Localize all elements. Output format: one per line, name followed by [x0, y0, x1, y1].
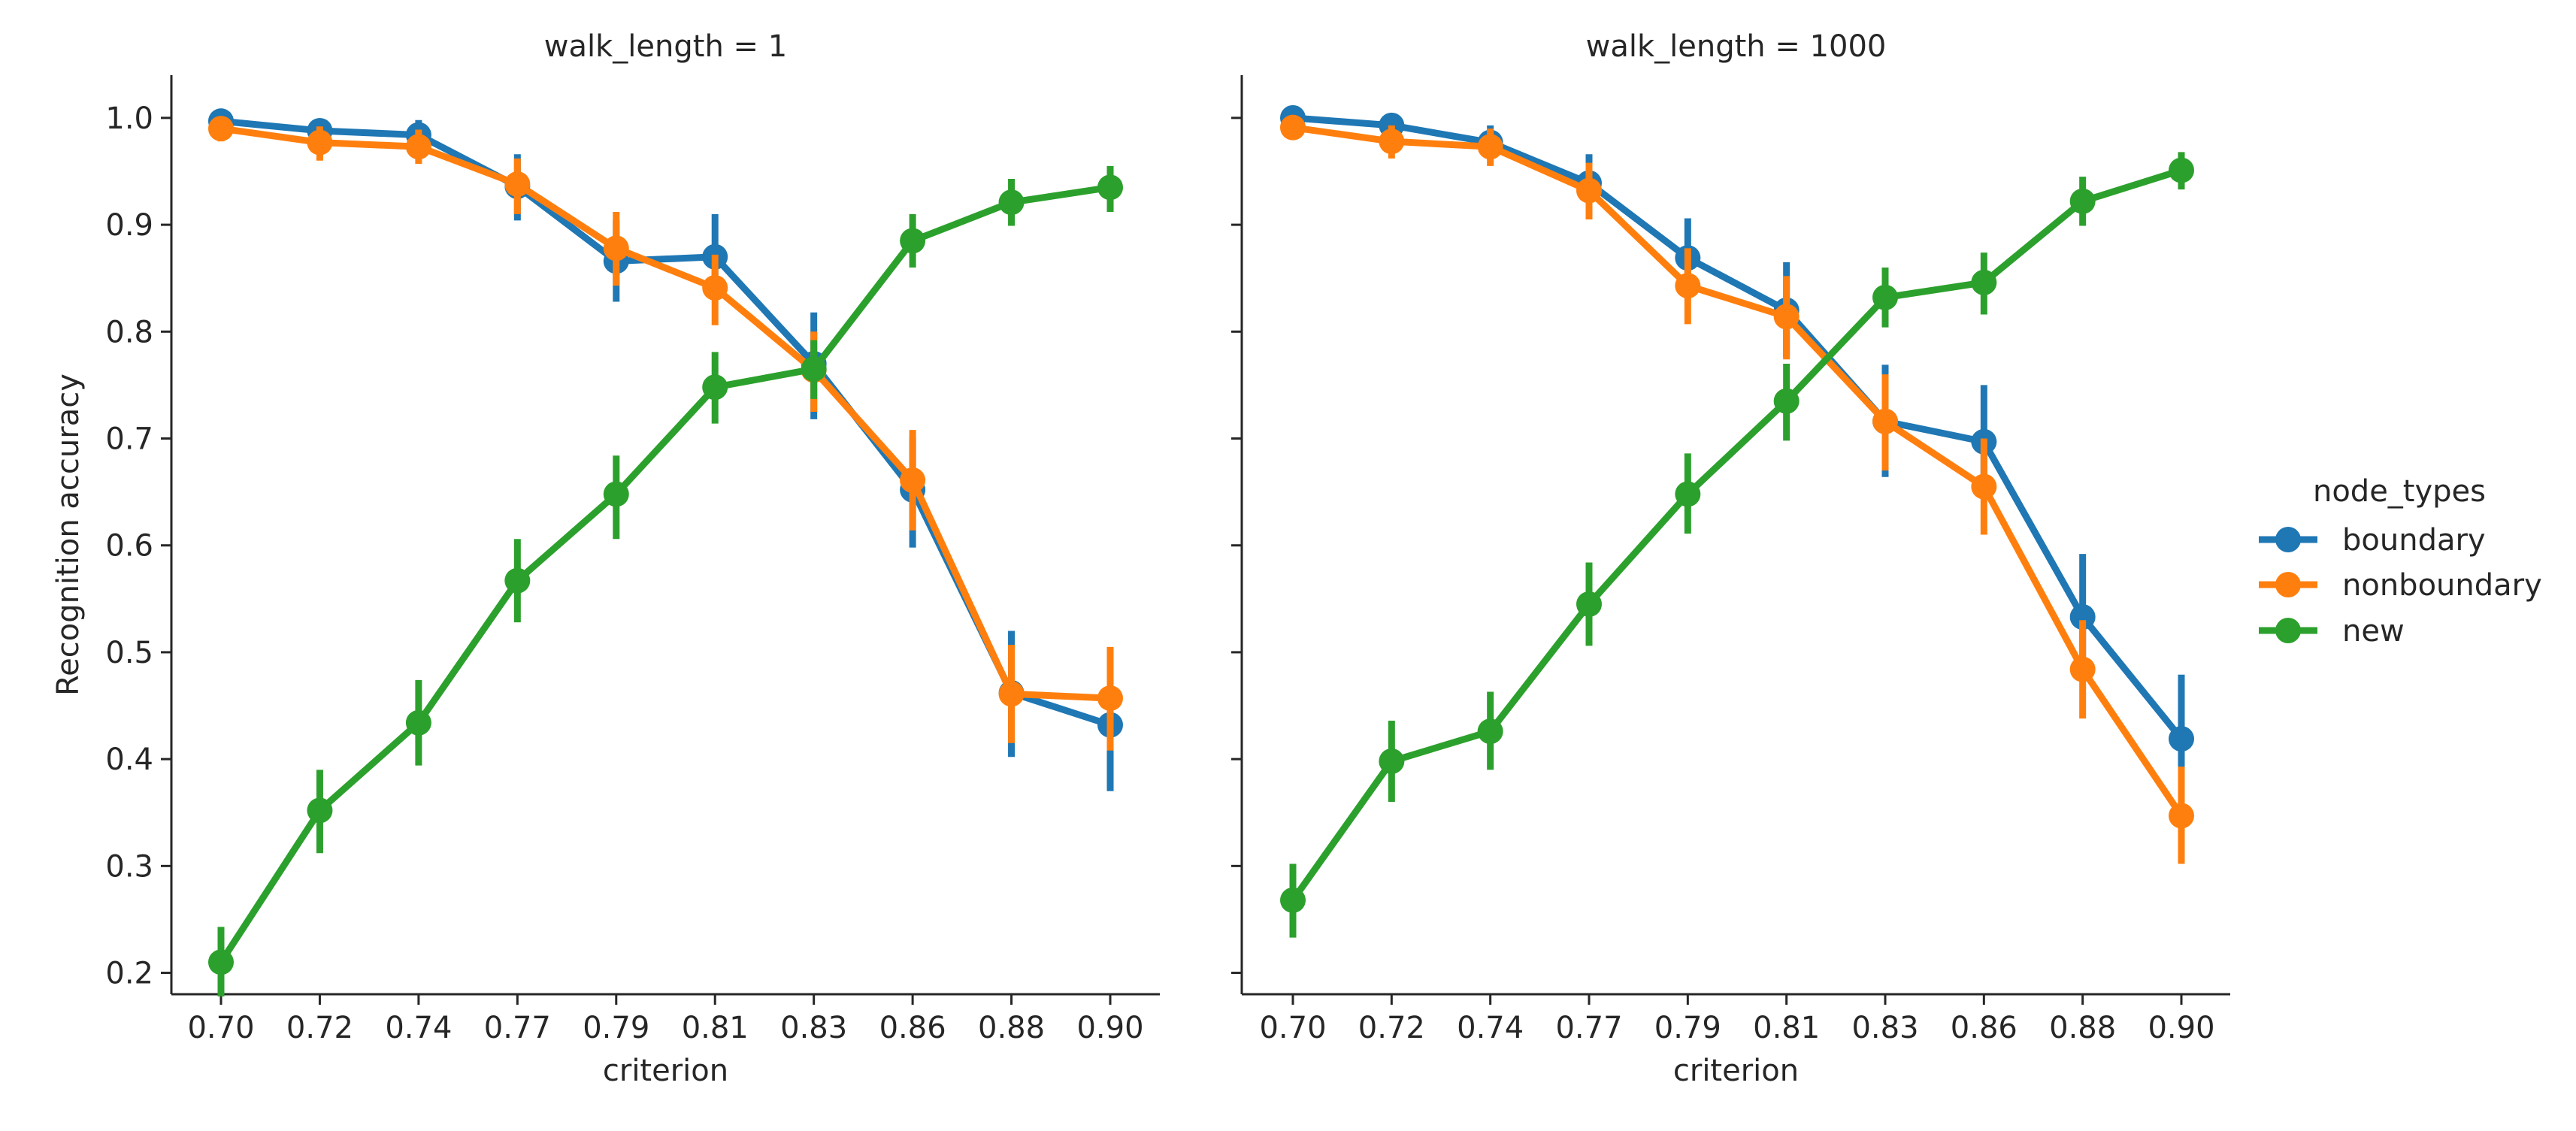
series-line [220, 125, 1111, 702]
data-point [2069, 656, 2096, 682]
legend-entry-nonboundary: nonboundary [2259, 568, 2542, 603]
legend-marker [2275, 572, 2301, 597]
data-point [307, 129, 333, 156]
y-tick-label: 0.2 [105, 957, 153, 991]
x-tick-label: 0.90 [1076, 1011, 1143, 1045]
legend: node_types boundary nonboundary new [2259, 474, 2542, 649]
x-tick-label: 0.79 [1654, 1011, 1721, 1045]
data-point [603, 481, 629, 507]
data-point [998, 189, 1025, 216]
legend-marker [2275, 527, 2301, 552]
legend-marker [2275, 618, 2301, 643]
data-point [1097, 174, 1123, 201]
series-line [218, 183, 1111, 964]
data-point [1477, 134, 1503, 160]
data-point [1477, 718, 1503, 745]
data-point [1872, 408, 1898, 434]
y-tick-label: 0.3 [105, 849, 153, 884]
data-point [405, 134, 431, 160]
data-point [2069, 188, 2096, 214]
data-point [1773, 304, 1800, 330]
y-tick-label: 0.5 [105, 636, 153, 670]
series-new [1280, 152, 2194, 938]
data-point [2069, 604, 2096, 631]
data-point [1576, 591, 1602, 617]
x-tick-label: 0.72 [1358, 1011, 1425, 1045]
data-point [1280, 114, 1306, 141]
data-point [1675, 273, 1701, 299]
panel-2: walk_length = 1000 0.70 0.72 0.74 0.77 0.79 0.… [1231, 29, 2230, 1088]
panel-title: walk_length = 1 [544, 29, 787, 64]
legend-entry-new: new [2259, 614, 2405, 649]
data-point [603, 235, 629, 262]
x-tick-label: 0.77 [1555, 1011, 1622, 1045]
y-axis-label: Recognition accuracy [51, 373, 86, 696]
data-point [1379, 748, 1405, 774]
x-tick-label: 0.86 [879, 1011, 946, 1045]
x-tick-label: 0.83 [1851, 1011, 1918, 1045]
data-point [1872, 284, 1898, 310]
y-tick-label: 0.9 [105, 208, 153, 243]
y-tick-label: 1.0 [105, 101, 153, 136]
data-point [1971, 473, 1997, 500]
data-point [405, 709, 431, 736]
data-point [1379, 129, 1405, 155]
data-point [1971, 269, 1997, 295]
series-new [208, 165, 1123, 996]
data-point [1773, 388, 1800, 414]
series-nonboundary [208, 116, 1123, 751]
x-tick-label: 0.81 [682, 1011, 749, 1045]
y-tick-label: 0.4 [105, 742, 153, 777]
legend-label: new [2342, 614, 2405, 649]
data-point [208, 949, 234, 975]
data-point [504, 171, 531, 198]
data-point [1097, 685, 1123, 712]
x-tick-label: 0.74 [1457, 1011, 1524, 1045]
data-point [2169, 803, 2194, 829]
data-point [2169, 726, 2194, 752]
x-tick-label: 0.86 [1951, 1011, 2018, 1045]
x-tick-label: 0.72 [286, 1011, 353, 1045]
series-line [1292, 124, 2184, 818]
x-tick-label: 0.74 [385, 1011, 452, 1045]
data-point [998, 681, 1025, 707]
data-point [2169, 157, 2194, 183]
data-point [504, 567, 531, 594]
x-axis-label: criterion [1673, 1054, 1799, 1088]
data-point [1280, 887, 1306, 913]
x-tick-label: 0.79 [583, 1011, 649, 1045]
x-tick-label: 0.77 [484, 1011, 551, 1045]
legend-entry-boundary: boundary [2259, 523, 2486, 558]
series-nonboundary [1280, 114, 2194, 864]
data-point [208, 116, 234, 142]
data-point [900, 467, 926, 493]
data-point [801, 356, 827, 383]
panel-title: walk_length = 1000 [1586, 29, 1887, 64]
y-tick-label: 0.8 [105, 315, 153, 349]
x-axis-label: criterion [603, 1054, 728, 1088]
data-point [900, 228, 926, 254]
data-point [702, 374, 728, 401]
series-line [1292, 114, 2184, 741]
legend-label: boundary [2342, 523, 2486, 558]
x-tick-label: 0.88 [2049, 1011, 2116, 1045]
legend-title: node_types [2313, 474, 2486, 509]
x-tick-label: 0.88 [978, 1011, 1045, 1045]
data-point [1576, 177, 1602, 204]
data-point [702, 274, 728, 301]
x-tick-label: 0.70 [1259, 1011, 1326, 1045]
legend-label: nonboundary [2342, 568, 2542, 603]
y-tick-label: 0.6 [105, 529, 153, 564]
data-point [307, 797, 333, 824]
panel-1: walk_length = 1 0.2 0.3 0.4 0.5 0.6 0.7 0.8 0.9 1… [51, 29, 1160, 1088]
y-tick-label: 0.7 [105, 422, 153, 457]
data-point [1675, 481, 1701, 507]
series-line [1290, 167, 2183, 903]
x-tick-label: 0.70 [187, 1011, 254, 1045]
x-tick-label: 0.83 [780, 1011, 847, 1045]
x-tick-label: 0.81 [1753, 1011, 1820, 1045]
x-tick-label: 0.90 [2148, 1011, 2214, 1045]
